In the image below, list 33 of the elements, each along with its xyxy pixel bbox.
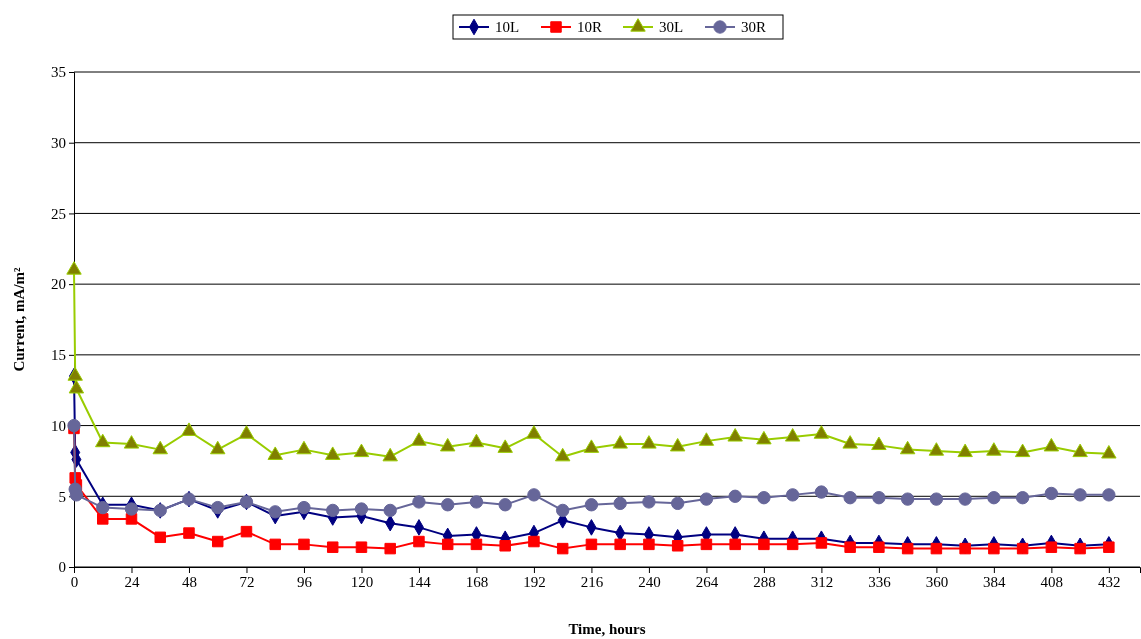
- y-tick-label: 5: [58, 488, 66, 505]
- legend-label: 30R: [741, 19, 767, 35]
- x-tick-label: 312: [810, 573, 834, 590]
- x-tick-label: 24: [124, 573, 140, 590]
- x-tick-label: 264: [695, 573, 719, 590]
- x-axis-title: Time, hours: [568, 621, 646, 637]
- x-tick-label: 192: [523, 573, 546, 590]
- x-tick-label: 48: [181, 573, 197, 590]
- y-tick-label: 20: [51, 276, 66, 293]
- x-tick-label: 384: [983, 573, 1007, 590]
- x-tick-label: 360: [925, 573, 949, 590]
- x-tick-label: 408: [1040, 573, 1064, 590]
- x-tick-label: 432: [1098, 573, 1121, 590]
- y-tick-label: 15: [51, 347, 66, 364]
- x-tick-label: 120: [350, 573, 374, 590]
- legend-label: 10L: [495, 19, 520, 35]
- x-tick-label: 96: [296, 573, 313, 590]
- legend-label: 10R: [577, 19, 603, 35]
- x-tick-label: 168: [465, 573, 489, 590]
- y-axis-title: Current, mA/m²: [11, 266, 27, 372]
- y-tick-label: 10: [51, 417, 66, 434]
- x-tick-label: 288: [753, 573, 776, 590]
- x-tick-label: 240: [638, 573, 661, 590]
- y-tick-label: 30: [51, 135, 66, 152]
- x-tick-label: 144: [408, 573, 432, 590]
- x-tick-label: 336: [868, 573, 892, 590]
- x-tick-label: 0: [70, 573, 79, 590]
- y-tick-label: 25: [51, 205, 66, 222]
- x-tick-label: 216: [580, 573, 604, 590]
- y-tick-label: 35: [51, 64, 66, 81]
- y-tick-label: 0: [58, 559, 66, 576]
- legend-label: 30L: [659, 19, 684, 35]
- x-tick-label: 72: [239, 573, 255, 590]
